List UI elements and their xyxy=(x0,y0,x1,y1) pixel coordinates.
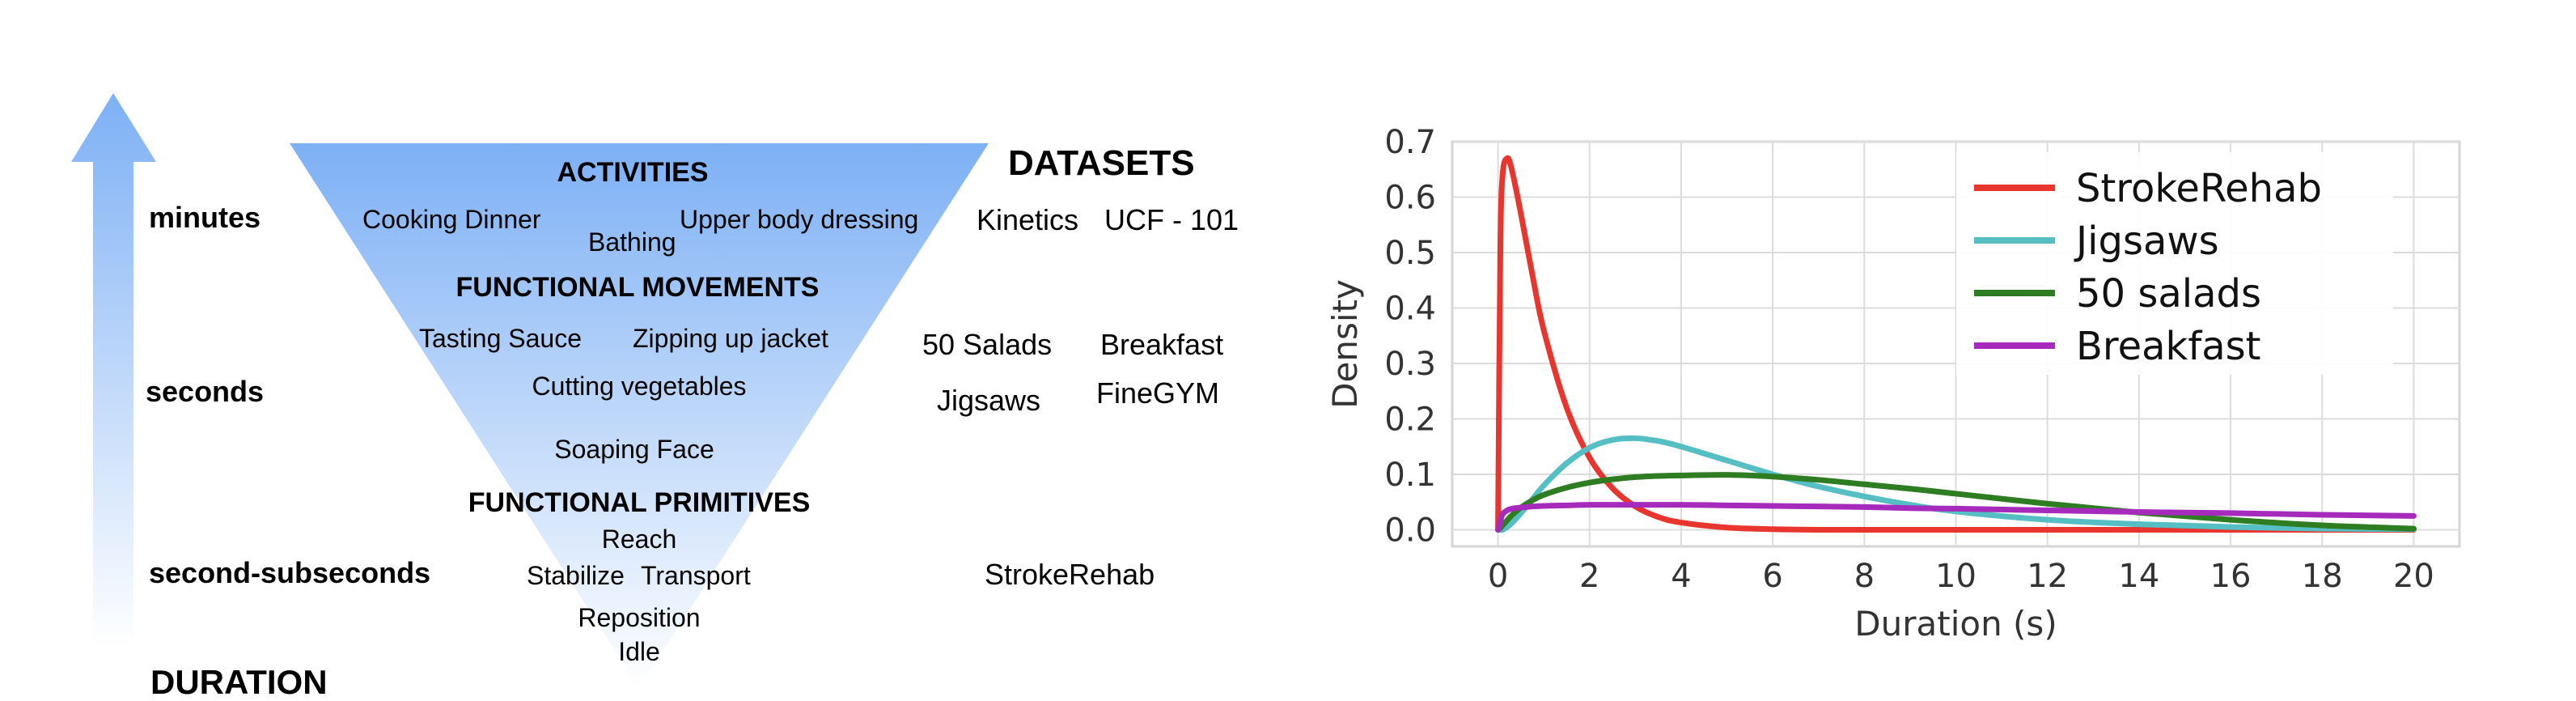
x-tick-label: 10 xyxy=(1935,558,1976,595)
x-tick-label: 4 xyxy=(1671,558,1691,595)
y-axis-label: Density xyxy=(1325,279,1365,409)
legend-entry: Breakfast xyxy=(2076,324,2261,369)
movement-cutting-vegetables: Cutting vegetables xyxy=(532,372,747,401)
hierarchy-diagram xyxy=(71,93,989,688)
duration-minutes-label: minutes xyxy=(149,201,261,234)
y-tick-label: 0.2 xyxy=(1384,401,1436,438)
x-tick-label: 12 xyxy=(2027,558,2068,595)
movement-tasting-sauce: Tasting Sauce xyxy=(419,324,583,353)
y-tick-label: 0.7 xyxy=(1384,124,1436,161)
dataset-strokerehab: StrokeRehab xyxy=(985,558,1155,591)
hierarchy-triangle xyxy=(290,143,989,688)
y-tick-label: 0.5 xyxy=(1384,235,1436,272)
dataset-breakfast: Breakfast xyxy=(1100,328,1224,361)
dataset-50-salads: 50 Salads xyxy=(922,328,1053,361)
series-line-jigsaws xyxy=(1495,435,2417,533)
activity-upper-body-dressing: Upper body dressing xyxy=(680,205,919,234)
x-tick-label: 2 xyxy=(1579,558,1599,595)
activity-cooking-dinner: Cooking Dinner xyxy=(362,205,541,234)
x-tick-label: 6 xyxy=(1762,558,1782,595)
y-tick-label: 0.6 xyxy=(1384,179,1436,216)
x-tick-label: 16 xyxy=(2210,558,2252,595)
primitive-transport: Transport xyxy=(641,561,751,590)
duration-seconds-label: seconds xyxy=(146,375,265,408)
y-tick-label: 0.1 xyxy=(1384,457,1436,494)
activity-bathing: Bathing xyxy=(588,227,676,257)
datasets-title: DATASETS xyxy=(1008,143,1195,183)
functional-movements-title: FUNCTIONAL MOVEMENTS xyxy=(455,272,820,303)
primitive-idle: Idle xyxy=(618,637,660,666)
dataset-jigsaws: Jigsaws xyxy=(937,384,1041,417)
y-tick-label: 0.4 xyxy=(1384,290,1436,327)
x-tick-label: 20 xyxy=(2393,558,2434,595)
series-line-breakfast xyxy=(1495,502,2417,533)
primitive-reposition: Reposition xyxy=(578,603,701,632)
duration-arrow xyxy=(71,93,156,648)
legend-entry: 50 salads xyxy=(2076,271,2261,317)
activities-title: ACTIVITIES xyxy=(557,157,709,188)
movement-zipping-jacket: Zipping up jacket xyxy=(633,324,828,353)
dataset-ucf101: UCF - 101 xyxy=(1104,203,1239,236)
x-tick-label: 14 xyxy=(2118,558,2159,595)
y-tick-label: 0.0 xyxy=(1384,512,1436,549)
x-axis-label: Duration (s) xyxy=(1854,604,2057,644)
x-tick-label: 8 xyxy=(1854,558,1875,595)
dataset-finegym: FineGYM xyxy=(1096,376,1220,410)
dataset-kinetics: Kinetics xyxy=(977,203,1079,236)
primitive-stabilize: Stabilize xyxy=(527,561,625,590)
legend-entry: StrokeRehab xyxy=(2076,166,2322,211)
duration-density-chart: 0 2 4 6 8 10 12 14 16 18 20 0.0 0.1 0.2 0.3 0.4 0.5 0.6 0.… xyxy=(1325,124,2461,644)
duration-title: DURATION xyxy=(150,663,328,701)
x-tick-label: 0 xyxy=(1488,558,1508,595)
movement-soaping-face: Soaping Face xyxy=(554,435,714,464)
duration-subseconds-label: second-subseconds xyxy=(149,556,431,589)
primitive-reach: Reach xyxy=(601,525,677,554)
legend-entry: Jigsaws xyxy=(2074,219,2219,264)
series-line-strokerehab xyxy=(1495,155,2417,533)
x-tick-label: 18 xyxy=(2302,558,2343,595)
y-tick-label: 0.3 xyxy=(1384,346,1436,383)
functional-primitives-title: FUNCTIONAL PRIMITIVES xyxy=(468,487,811,518)
